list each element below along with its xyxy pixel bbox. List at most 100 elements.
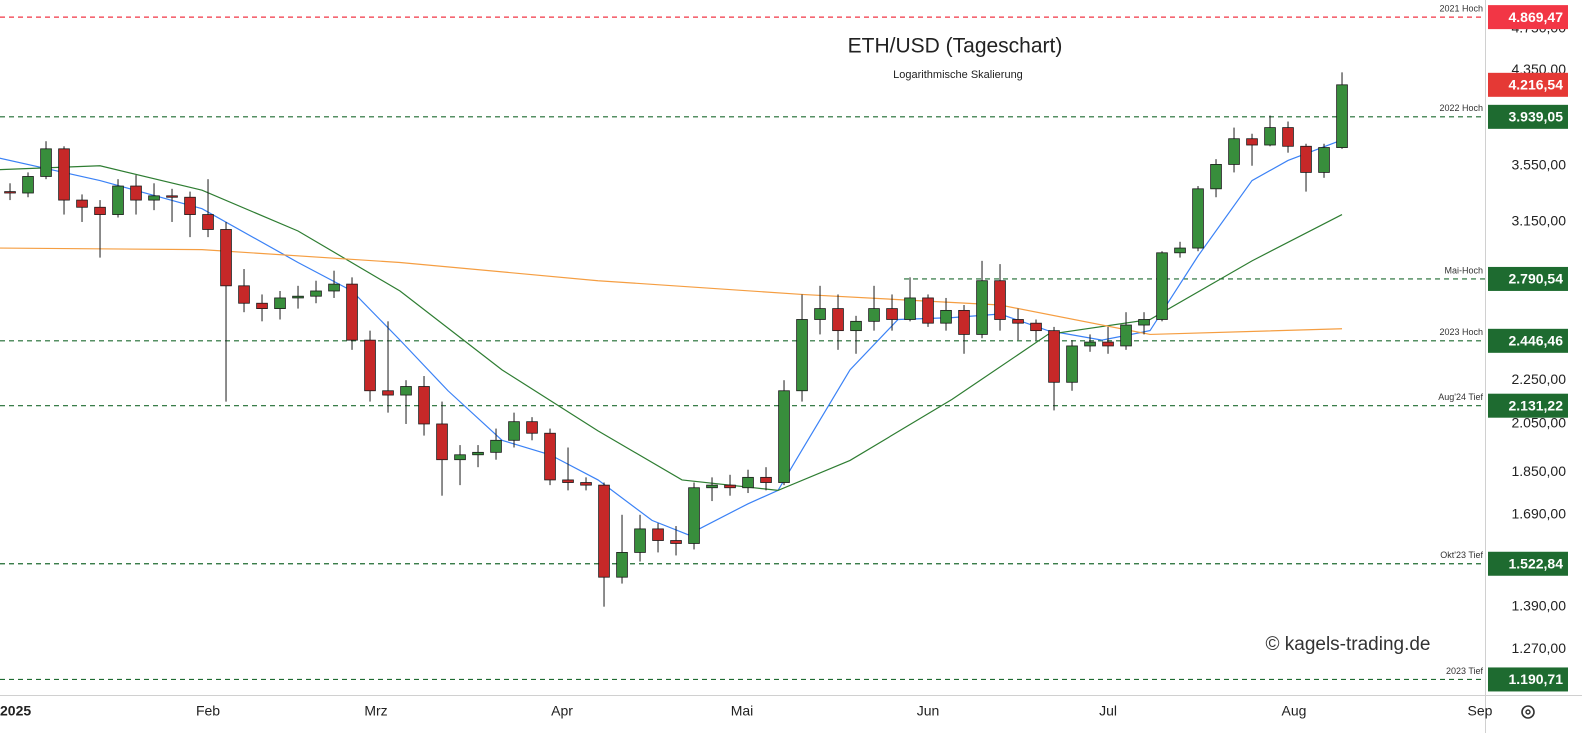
candle-body — [454, 454, 466, 461]
candle-body — [238, 285, 250, 304]
candle-body — [634, 528, 646, 553]
candle-body — [724, 484, 736, 489]
candle-body — [526, 421, 538, 434]
candle-body — [1282, 127, 1294, 147]
candle-body — [346, 283, 358, 341]
candle-body — [1300, 145, 1312, 173]
candle-body — [58, 148, 70, 201]
moving-average-line — [0, 165, 1343, 491]
x-tick-label: Apr — [551, 703, 573, 719]
candle-body — [1120, 324, 1132, 347]
candle-body — [886, 308, 898, 320]
candle-body — [256, 302, 268, 309]
candle-body — [436, 423, 448, 461]
candle-body — [1048, 330, 1060, 383]
level-price-box — [1488, 551, 1568, 576]
candle-body — [1138, 319, 1150, 326]
candle-body — [382, 390, 394, 396]
y-tick-label: 3.550,00 — [1512, 156, 1567, 172]
candle-body — [868, 308, 880, 322]
settings-icon[interactable] — [1521, 705, 1535, 719]
candle-body — [1210, 164, 1222, 190]
y-tick-label: 2.250,00 — [1512, 371, 1567, 387]
y-tick-label: 1.850,00 — [1512, 463, 1567, 479]
candle-body — [94, 206, 106, 215]
candle-body — [688, 487, 700, 544]
candle-body — [904, 297, 916, 320]
x-tick-label: 2025 — [0, 703, 31, 719]
candle-body — [112, 185, 124, 215]
candle-body — [1012, 319, 1024, 324]
candle-body — [4, 191, 16, 194]
candle-body — [670, 540, 682, 544]
level-price-box — [1488, 393, 1568, 418]
candle-body — [328, 283, 340, 292]
level-price-box — [1488, 5, 1568, 30]
candle-body — [148, 195, 160, 201]
candle-body — [562, 479, 574, 483]
watermark: © kagels-trading.de — [1265, 634, 1430, 655]
last-price-box — [1488, 72, 1568, 97]
candle-body — [1264, 127, 1276, 146]
level-price-label: 2.131,22 — [1509, 397, 1564, 413]
candle-body — [976, 280, 988, 335]
candle-body — [706, 484, 718, 489]
candle-body — [616, 552, 628, 578]
x-tick-label: Jun — [917, 703, 940, 719]
level-name: Mai-Hoch — [1444, 265, 1483, 275]
level-price-label: 2.790,54 — [1509, 271, 1564, 287]
level-price-label: 2.446,46 — [1509, 333, 1564, 349]
candle-body — [400, 386, 412, 396]
candle-body — [490, 439, 502, 453]
candle-body — [1318, 147, 1330, 173]
candle-body — [310, 290, 322, 297]
y-tick-label: 1.270,00 — [1512, 640, 1567, 656]
candle-body — [922, 297, 934, 324]
level-name: Okt'23 Tief — [1440, 550, 1483, 560]
x-tick-label: Mai — [731, 703, 754, 719]
candle-body — [292, 295, 304, 299]
y-tick-label: 3.150,00 — [1512, 213, 1567, 229]
candle-body — [958, 309, 970, 335]
candle-body — [544, 432, 556, 481]
candle-body — [1336, 84, 1348, 148]
candle-body — [796, 319, 808, 392]
candle-body — [652, 528, 664, 541]
candle-body — [814, 308, 826, 320]
moving-average-line — [0, 139, 1343, 536]
candle-body — [220, 229, 232, 287]
candle-body — [472, 451, 484, 456]
candle-body — [1228, 138, 1240, 165]
level-name: 2023 Tief — [1446, 666, 1484, 676]
candle-body — [742, 476, 754, 489]
candle-body — [1084, 341, 1096, 347]
candle-body — [598, 484, 610, 578]
chart-title: ETH/USD (Tageschart) — [848, 35, 1063, 58]
x-tick-label: Aug — [1282, 703, 1307, 719]
candle-body — [1192, 188, 1204, 249]
level-price-label: 1.190,71 — [1509, 671, 1564, 687]
candle-body — [274, 297, 286, 309]
candle-body — [850, 320, 862, 332]
candle-body — [76, 199, 88, 208]
candle-body — [184, 196, 196, 215]
level-name: 2021 Hoch — [1439, 3, 1483, 13]
last-price-label: 4.216,54 — [1509, 77, 1564, 93]
chart-subtitle: Logarithmische Skalierung — [893, 69, 1023, 81]
x-tick-label: Sep — [1468, 703, 1493, 719]
y-tick-label: 1.690,00 — [1512, 505, 1567, 521]
y-tick-label: 2.050,00 — [1512, 415, 1567, 431]
x-tick-label: Jul — [1099, 703, 1117, 719]
level-price-label: 3.939,05 — [1509, 109, 1564, 125]
level-name: 2023 Hoch — [1439, 327, 1483, 337]
level-price-label: 1.522,84 — [1509, 555, 1564, 571]
candle-body — [994, 280, 1006, 320]
candle-body — [22, 176, 34, 194]
candle-body — [1030, 322, 1042, 332]
candle-body — [202, 214, 214, 230]
level-price-box — [1488, 266, 1568, 291]
candle-body — [832, 308, 844, 332]
candle-body — [778, 390, 790, 483]
